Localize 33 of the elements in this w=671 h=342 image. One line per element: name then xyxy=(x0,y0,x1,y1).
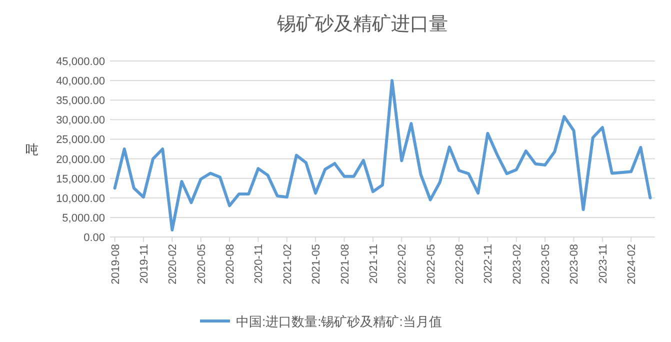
x-tick-label: 2020-05 xyxy=(196,244,208,284)
x-tick-label: 2021-05 xyxy=(310,244,323,284)
x-tick-label: 2024-02 xyxy=(626,244,638,284)
x-tick-label: 2022-02 xyxy=(396,244,409,284)
x-tick-label: 2023-11 xyxy=(597,244,610,284)
y-tick-label: 40,000.00 xyxy=(56,76,105,88)
x-tick-label: 2021-02 xyxy=(282,244,294,284)
x-tick-label: 2023-08 xyxy=(568,244,581,284)
x-tick-label: 2023-05 xyxy=(540,244,552,284)
y-tick-label: 35,000.00 xyxy=(56,95,105,108)
chart-title: 锡矿砂及精矿进口量 xyxy=(276,13,448,35)
x-tick-label: 2019-08 xyxy=(110,244,122,284)
y-tick-label: 25,000.00 xyxy=(56,134,105,146)
x-tick-label: 2022-11 xyxy=(482,244,495,284)
x-tick-label: 2023-02 xyxy=(511,244,524,284)
legend-label: 中国:进口数量:锡矿砂及精矿:当月值 xyxy=(236,314,442,329)
y-tick-label: 0.00 xyxy=(84,232,105,244)
x-tick-label: 2020-08 xyxy=(224,244,237,284)
y-axis-title: 吨 xyxy=(26,142,38,157)
x-tick-label: 2021-08 xyxy=(339,244,352,284)
line-series xyxy=(113,79,652,232)
y-tick-label: 10,000.00 xyxy=(56,192,105,205)
y-tick-label: 5,000.00 xyxy=(62,212,105,224)
x-tick-label: 2021-11 xyxy=(368,244,380,284)
y-tick-label: 15,000.00 xyxy=(56,173,105,186)
y-tick-label: 30,000.00 xyxy=(56,114,105,127)
x-tick-label: 2022-08 xyxy=(454,244,466,284)
x-tick-label: 2022-05 xyxy=(425,244,438,284)
y-tick-label: 45,000.00 xyxy=(56,56,105,68)
x-tick-label: 2019-11 xyxy=(138,244,150,284)
x-tick-label: 2020-11 xyxy=(253,244,266,284)
x-tick-label: 2020-02 xyxy=(167,244,180,284)
y-tick-label: 20,000.00 xyxy=(56,154,105,166)
